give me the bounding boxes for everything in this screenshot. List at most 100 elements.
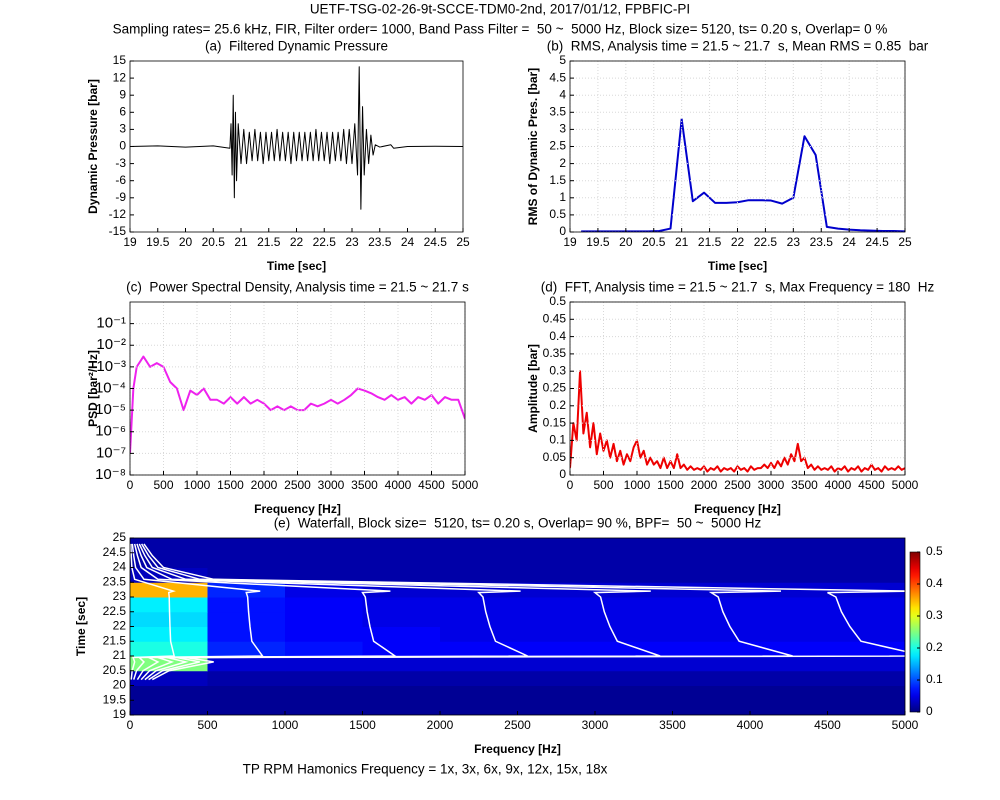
x-tick-label: 19.5 xyxy=(586,235,610,249)
x-tick-label: 4000 xyxy=(825,478,852,492)
x-axis-label: Frequency [Hz] xyxy=(254,502,341,516)
x-tick-label: 22 xyxy=(290,235,304,249)
y-axis-label: Amplitude [bar] xyxy=(526,344,540,433)
x-tick-label: 2500 xyxy=(504,718,531,732)
heat-cell xyxy=(362,552,441,568)
x-tick-label: 3500 xyxy=(791,478,818,492)
x-tick-label: 21 xyxy=(675,235,689,249)
chart-title: (e) Waterfall, Block size= 5120, ts= 0.2… xyxy=(274,516,762,531)
data-line xyxy=(130,355,465,454)
x-tick-label: 24 xyxy=(842,235,856,249)
heat-cell xyxy=(672,656,751,672)
x-axis-label: Frequency [Hz] xyxy=(474,742,561,756)
heat-cell xyxy=(827,670,905,686)
heat-cell xyxy=(827,641,905,657)
heat-cell xyxy=(362,700,441,715)
y-tick-label: 5 xyxy=(559,53,566,67)
heat-cell xyxy=(672,611,751,627)
y-tick-label: 0 xyxy=(119,139,126,153)
heat-cell xyxy=(207,611,286,627)
heat-cell xyxy=(750,538,828,554)
plot-data xyxy=(130,355,465,454)
heat-cell xyxy=(130,670,208,686)
x-tick-label: 4000 xyxy=(385,478,412,492)
x-axis-label: Time [sec] xyxy=(708,259,767,273)
x-tick-label: 19 xyxy=(563,235,577,249)
heat-cell xyxy=(440,685,518,701)
heat-cell xyxy=(595,567,673,583)
y-tick-label: 10⁻⁶ xyxy=(95,423,126,440)
y-tick-label: 0.35 xyxy=(543,346,567,360)
heat-cell xyxy=(285,626,363,642)
y-axis-label: Time [sec] xyxy=(74,597,88,656)
heat-cell xyxy=(362,685,441,701)
heat-cell xyxy=(750,685,828,701)
figure-caption: TP RPM Hamonics Frequency = 1x, 3x, 6x, … xyxy=(243,762,608,777)
heat-cell xyxy=(440,538,518,554)
heat-cell xyxy=(285,641,363,657)
heat-cell xyxy=(672,552,751,568)
y-tick-label: 0 xyxy=(559,467,566,481)
plot-data xyxy=(581,118,905,232)
heat-cell xyxy=(672,700,751,715)
heat-cell xyxy=(827,700,905,715)
colorbar-tick-label: 0.1 xyxy=(926,672,943,686)
x-tick-label: 5000 xyxy=(892,718,919,732)
x-tick-label: 5000 xyxy=(452,478,479,492)
x-tick-label: 4500 xyxy=(418,478,445,492)
heat-cell xyxy=(595,700,673,715)
heat-cell xyxy=(440,700,518,715)
y-tick-label: 19 xyxy=(113,707,127,721)
y-tick-label: 0.5 xyxy=(549,294,566,308)
heat-cell xyxy=(440,626,518,642)
heat-cell xyxy=(207,670,286,686)
heat-cell xyxy=(595,552,673,568)
heat-cell xyxy=(750,626,828,642)
chart-title: (b) RMS, Analysis time = 21.5 ~ 21.7 s, … xyxy=(547,39,929,54)
heat-cell xyxy=(827,685,905,701)
heat-cell xyxy=(595,626,673,642)
y-tick-label: 3 xyxy=(119,122,126,136)
heat-cell xyxy=(285,538,363,554)
heat-cell xyxy=(130,538,208,554)
heat-cell xyxy=(285,700,363,715)
heat-cell xyxy=(362,641,441,657)
heat-cell xyxy=(362,567,441,583)
x-tick-label: 23.5 xyxy=(368,235,392,249)
y-tick-label: 0.5 xyxy=(549,207,566,221)
x-tick-label: 2500 xyxy=(284,478,311,492)
heat-cell xyxy=(517,656,596,672)
colorbar-tick-label: 0.2 xyxy=(926,640,943,654)
y-tick-label: -12 xyxy=(109,207,127,221)
heat-cell xyxy=(130,626,208,642)
heat-cell xyxy=(517,700,596,715)
x-tick-label: 3500 xyxy=(659,718,686,732)
x-tick-label: 4000 xyxy=(737,718,764,732)
heat-cell xyxy=(517,538,596,554)
x-tick-label: 3500 xyxy=(351,478,378,492)
heat-cell xyxy=(517,670,596,686)
y-tick-label: 0.1 xyxy=(549,433,566,447)
heat-cell xyxy=(440,641,518,657)
y-axis-label: RMS of Dynamic Pres. [bar] xyxy=(526,68,540,225)
harmonic-line xyxy=(133,543,398,681)
y-tick-label: 19.5 xyxy=(103,692,127,706)
heat-cell xyxy=(595,670,673,686)
heat-cell xyxy=(672,641,751,657)
y-tick-label: 12 xyxy=(113,70,127,84)
y-tick-label: 4 xyxy=(559,87,566,101)
x-tick-label: 1500 xyxy=(349,718,376,732)
heat-cell xyxy=(517,611,596,627)
heat-cell xyxy=(827,552,905,568)
x-tick-label: 4500 xyxy=(858,478,885,492)
y-tick-label: 0.15 xyxy=(543,415,567,429)
y-tick-label: 0.25 xyxy=(543,381,567,395)
y-tick-label: 3.5 xyxy=(549,104,566,118)
x-tick-label: 20 xyxy=(179,235,193,249)
x-tick-label: 22.5 xyxy=(313,235,337,249)
heat-cell xyxy=(207,641,286,657)
heat-cell xyxy=(517,685,596,701)
y-tick-label: 23.5 xyxy=(103,574,127,588)
heat-cell xyxy=(130,611,208,627)
